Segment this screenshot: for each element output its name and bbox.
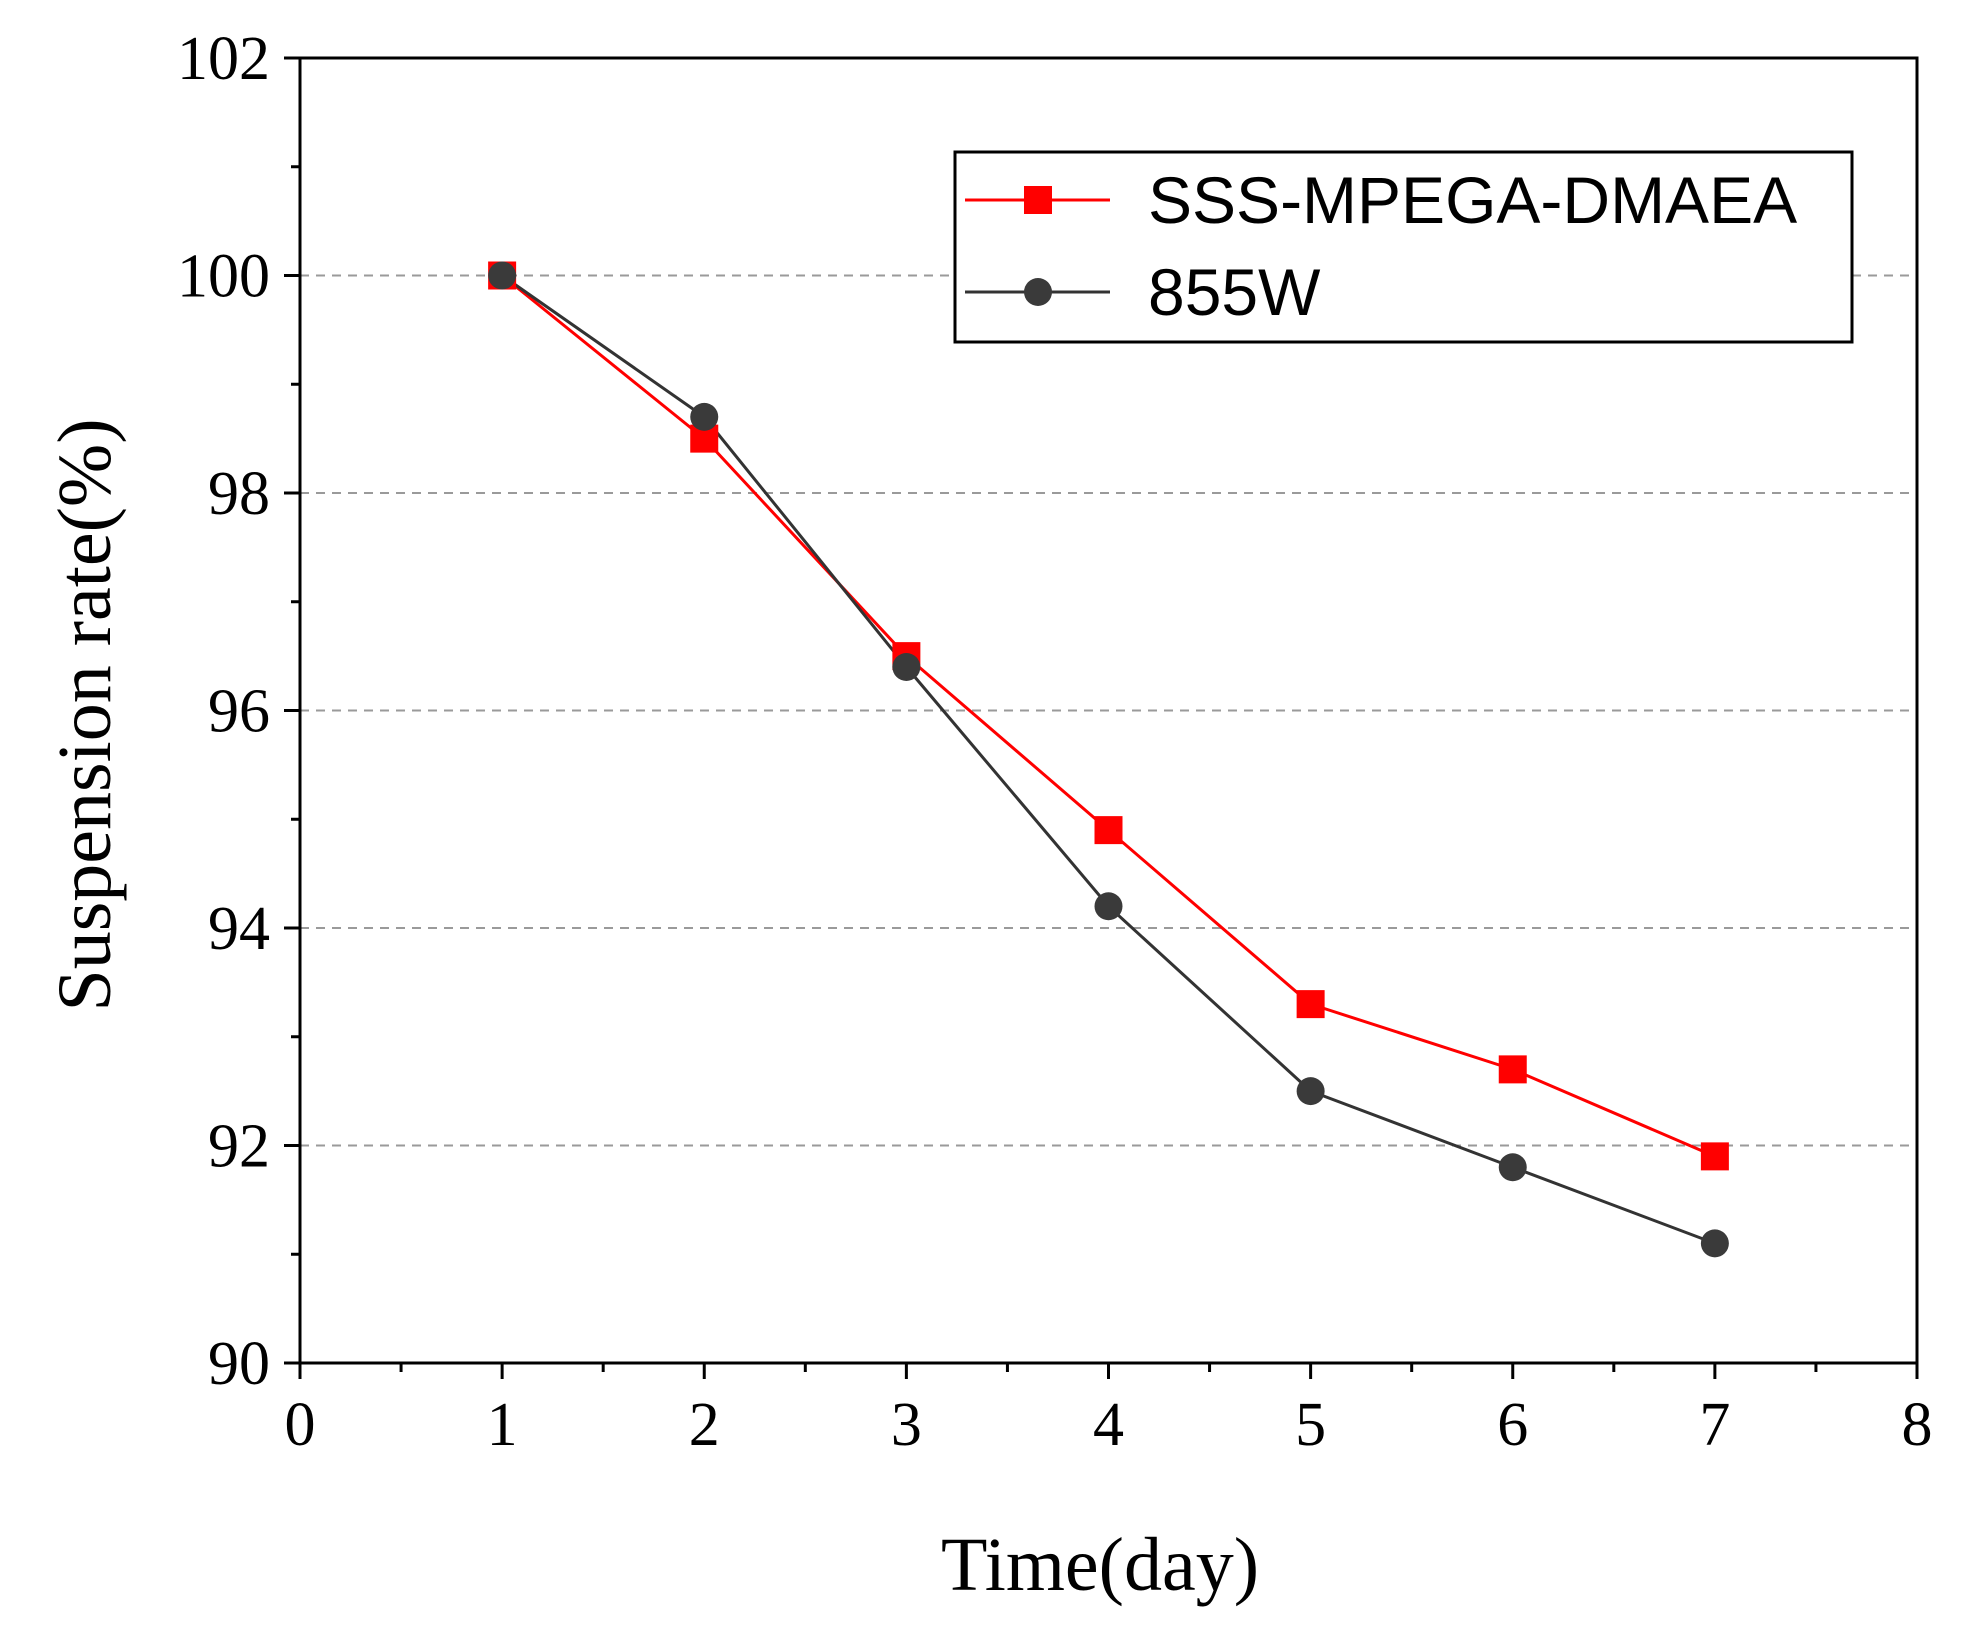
tick-labels: 0 1 2 3 4 5 6 7 8 90 92 94 96 98 100 102	[177, 25, 1933, 1459]
data-point-855w-6	[1498, 1153, 1527, 1182]
legend: SSS-MPEGA-DMAEA 855W	[953, 150, 1854, 344]
data-point-855w-2	[690, 402, 719, 431]
y-tick-label-100: 100	[177, 243, 270, 311]
data-point-855w-1	[488, 261, 517, 290]
data-point-sss-mpega-dmaea-5	[1296, 990, 1325, 1019]
data-point-sss-mpega-dmaea-6	[1498, 1055, 1527, 1084]
y-tick-label-94: 94	[208, 895, 270, 963]
y-tick-label-96: 96	[208, 678, 270, 746]
x-axis-title: Time(day)	[941, 1523, 1259, 1607]
x-tick-label-2: 2	[689, 1391, 720, 1459]
data-point-855w-7	[1700, 1229, 1729, 1258]
data-point-sss-mpega-dmaea-7	[1700, 1142, 1729, 1171]
legend-marker-sss-mpega-dmaea	[1024, 186, 1052, 214]
data-point-855w-5	[1296, 1077, 1325, 1106]
legend-label-sss-mpega-dmaea: SSS-MPEGA-DMAEA	[1148, 163, 1797, 237]
y-tick-label-98: 98	[208, 460, 270, 528]
legend-box	[953, 150, 1854, 344]
y-tick-label-90: 90	[208, 1330, 270, 1398]
x-tick-label-6: 6	[1497, 1391, 1528, 1459]
data-point-sss-mpega-dmaea-4	[1094, 816, 1123, 845]
legend-label-855w: 855W	[1148, 255, 1321, 329]
x-tick-label-5: 5	[1295, 1391, 1326, 1459]
axes	[284, 56, 1919, 1379]
legend-marker-855w	[1024, 278, 1052, 306]
data-point-855w-4	[1094, 892, 1123, 921]
x-tick-label-3: 3	[891, 1391, 922, 1459]
data-point-855w-3	[892, 653, 921, 681]
x-tick-label-1: 1	[487, 1391, 518, 1459]
y-axis-title: Suspension rate(%)	[43, 418, 127, 1011]
series	[488, 261, 1729, 1258]
y-tick-label-92: 92	[208, 1113, 270, 1181]
x-tick-label-8: 8	[1902, 1391, 1933, 1459]
y-tick-label-102: 102	[177, 25, 270, 93]
x-tick-label-0: 0	[285, 1391, 316, 1459]
x-tick-label-7: 7	[1699, 1391, 1730, 1459]
x-tick-label-4: 4	[1093, 1391, 1124, 1459]
